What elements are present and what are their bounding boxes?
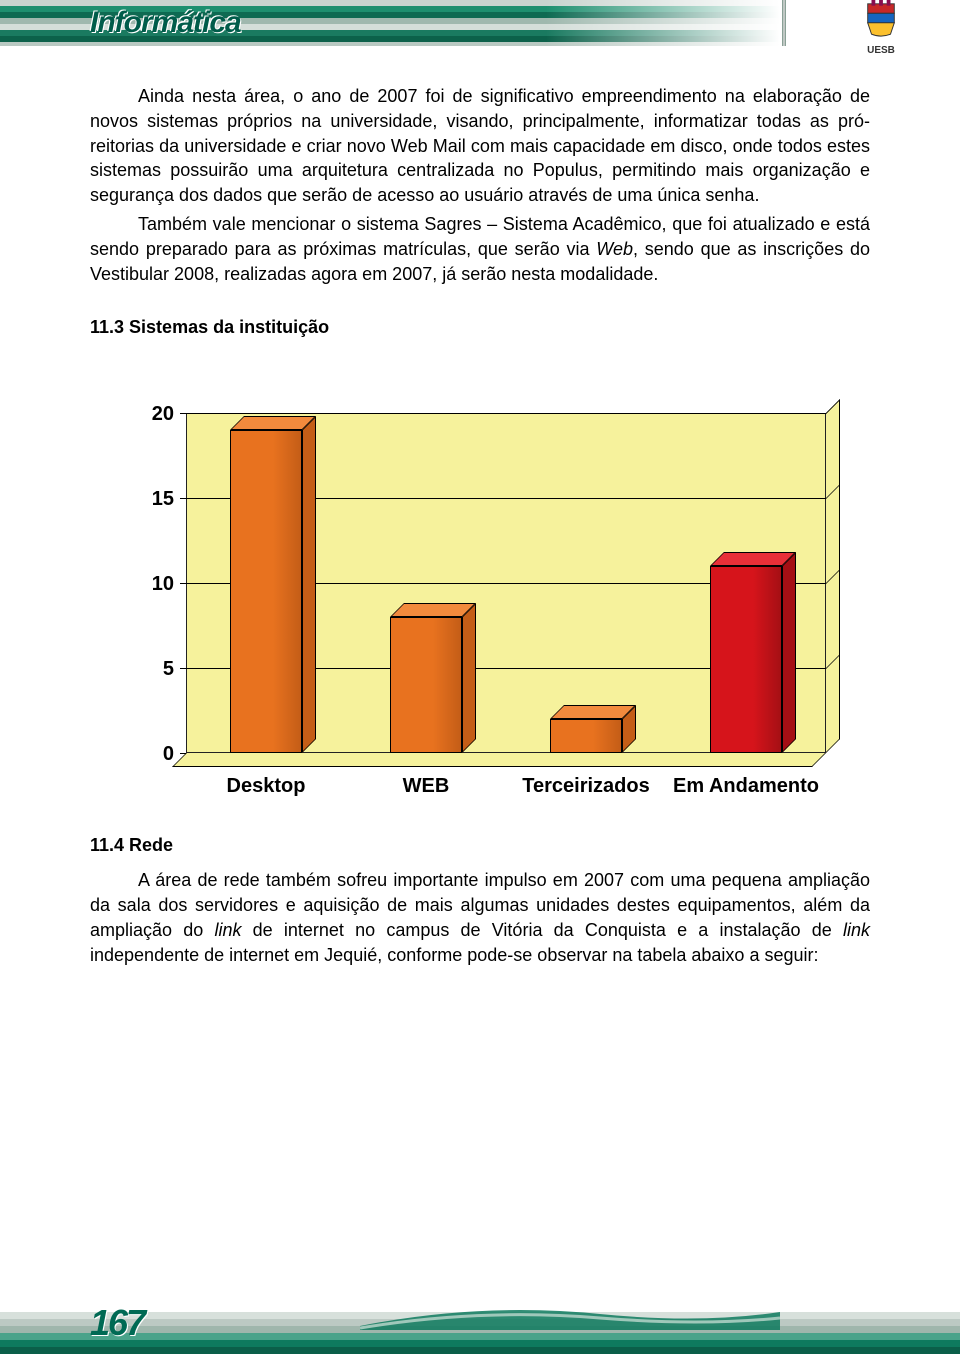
page-content: Ainda nesta área, o ano de 2007 foi de s… [0,54,960,968]
y-tick-label: 5 [130,656,174,684]
page-footer: 167 [0,1288,960,1358]
x-tick-label: Desktop [186,773,346,801]
y-tick-label: 0 [130,741,174,769]
y-tick-label: 10 [130,571,174,599]
page-number: 167 [90,1302,144,1344]
org-label: UESB [862,45,900,56]
section-heading-2: 11.4 Rede [90,833,870,858]
chart-container: 05101520DesktopWEBTerceirizadosEm Andame… [130,399,870,793]
p3-link-2: link [843,920,870,940]
header-divider [782,0,786,46]
x-tick-label: Em Andamento [666,773,826,801]
p2-web: Web [596,239,633,259]
page-header: Informática UESB [0,0,960,54]
p3-part-c: de internet no campus de Vitória da Conq… [241,920,843,940]
p3-part-e: independente de internet em Jequié, conf… [90,945,818,965]
section-heading-1: 11.3 Sistemas da instituição [90,315,870,340]
crest-icon [862,0,900,38]
p3-link-1: link [214,920,241,940]
header-title: Informática [90,6,241,40]
bar-chart: 05101520DesktopWEBTerceirizadosEm Andame… [130,399,850,793]
y-tick-label: 20 [130,401,174,429]
footer-curve [360,1300,780,1330]
x-tick-label: Terceirizados [506,773,666,801]
x-tick-label: WEB [346,773,506,801]
paragraph-1: Ainda nesta área, o ano de 2007 foi de s… [90,84,870,208]
y-tick-label: 15 [130,486,174,514]
paragraph-3: A área de rede também sofreu importante … [90,868,870,967]
paragraph-2: Também vale mencionar o sistema Sagres –… [90,212,870,286]
org-block: UESB [862,0,900,56]
